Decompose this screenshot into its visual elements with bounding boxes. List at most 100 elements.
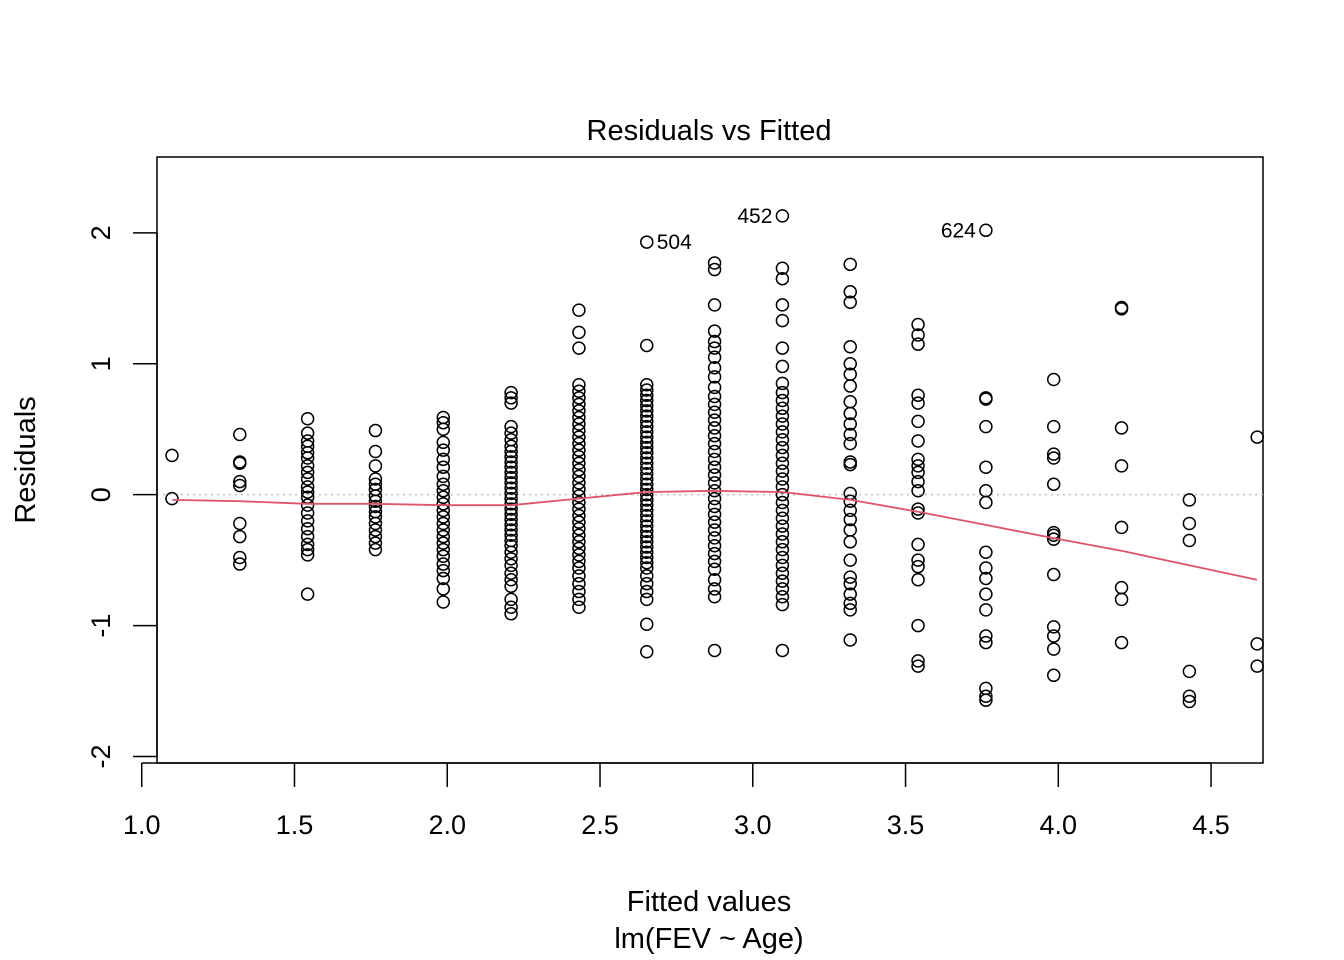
residual-point	[640, 404, 654, 418]
residual-point	[504, 528, 518, 543]
residual-point	[504, 552, 518, 566]
residual-point	[843, 455, 857, 469]
residual-point	[843, 587, 857, 601]
residual-point	[775, 409, 790, 423]
residual-point	[707, 491, 722, 506]
x-axis: 1.0 1.5 2.0 2.5 3.0 3.5 4.0 4.5	[123, 762, 1230, 840]
residual-point	[504, 481, 518, 495]
residual-point	[640, 419, 654, 434]
outlier-label: 624	[941, 219, 976, 242]
residual-point	[572, 482, 586, 497]
residual-point	[1046, 620, 1061, 634]
residual-point	[504, 502, 518, 516]
residual-point	[504, 523, 518, 537]
residual-point	[640, 466, 654, 481]
residual-point	[843, 257, 857, 272]
residual-point	[707, 413, 722, 427]
residual-point	[707, 389, 722, 404]
residual-point	[640, 388, 654, 402]
residual-point	[300, 485, 315, 499]
residual-point	[911, 573, 925, 587]
residual-point	[707, 554, 722, 569]
y-axis-label: Residuals	[10, 396, 42, 523]
residual-point	[707, 531, 722, 545]
residual-point	[233, 529, 247, 544]
residual-point	[707, 350, 722, 365]
residual-point	[775, 432, 790, 447]
residual-point	[843, 512, 857, 527]
residual-point	[775, 503, 790, 518]
residual-point	[1182, 694, 1197, 709]
residual-point	[640, 561, 654, 575]
y-tick-label: 2	[86, 225, 116, 240]
residual-point	[775, 448, 790, 463]
residual-point	[504, 455, 518, 469]
residual-point	[640, 576, 654, 591]
residual-point	[504, 579, 518, 594]
residual-point	[1114, 592, 1129, 607]
residual-point	[436, 536, 451, 550]
residual-point	[572, 377, 586, 392]
residual-point	[843, 576, 857, 591]
residual-point	[572, 384, 586, 399]
y-tick-label: -1	[86, 614, 116, 638]
residual-point	[911, 337, 925, 351]
residual-point	[979, 689, 993, 703]
residual-point	[572, 521, 586, 536]
residual-point	[436, 469, 451, 484]
residual-point	[300, 459, 315, 473]
residual-point	[1046, 629, 1061, 643]
residual-point	[640, 338, 654, 353]
residual-point	[707, 421, 722, 435]
residual-point	[775, 566, 790, 580]
residual-point	[300, 537, 315, 552]
residual-point	[436, 477, 451, 491]
residual-point	[233, 550, 247, 565]
residual-point	[504, 607, 518, 621]
residual-point	[775, 550, 790, 565]
residual-point	[707, 643, 722, 658]
residual-point	[300, 451, 315, 465]
residual-point	[1114, 302, 1129, 316]
residual-point	[707, 298, 722, 312]
residual-point	[504, 385, 518, 400]
residual-point	[1250, 430, 1264, 444]
residual-point	[1114, 580, 1129, 595]
residual-point	[775, 425, 790, 439]
residual-point	[640, 472, 654, 486]
residual-point	[775, 590, 790, 604]
residual-point	[843, 633, 857, 647]
residual-point	[504, 573, 518, 587]
residual-point	[775, 440, 790, 455]
residual-point	[640, 555, 654, 570]
residual-point	[300, 446, 315, 460]
residual-point	[640, 592, 654, 607]
residual-point	[1046, 477, 1061, 491]
residual-point	[979, 419, 993, 434]
residual-point	[775, 271, 790, 286]
residual-point	[843, 406, 857, 421]
residual-point	[368, 499, 383, 514]
residual-point	[640, 644, 654, 659]
smooth-layer	[172, 489, 1258, 581]
residual-point	[843, 553, 857, 567]
residual-point	[979, 545, 993, 560]
residual-point	[911, 659, 925, 673]
residual-point	[707, 546, 722, 561]
residual-point	[436, 452, 451, 467]
residual-point	[640, 235, 654, 249]
residual-point	[707, 380, 722, 395]
residual-point	[640, 535, 654, 549]
residual-point	[640, 617, 654, 632]
residual-point	[572, 495, 586, 510]
residual-point	[572, 463, 586, 477]
residual-point	[775, 519, 790, 533]
residual-point	[368, 510, 383, 524]
residual-point	[572, 502, 586, 516]
residual-point	[504, 558, 518, 573]
residual-point	[843, 570, 857, 584]
residual-point	[504, 449, 518, 464]
residual-point	[775, 456, 790, 471]
residual-point	[775, 376, 790, 391]
residual-point	[368, 542, 383, 557]
